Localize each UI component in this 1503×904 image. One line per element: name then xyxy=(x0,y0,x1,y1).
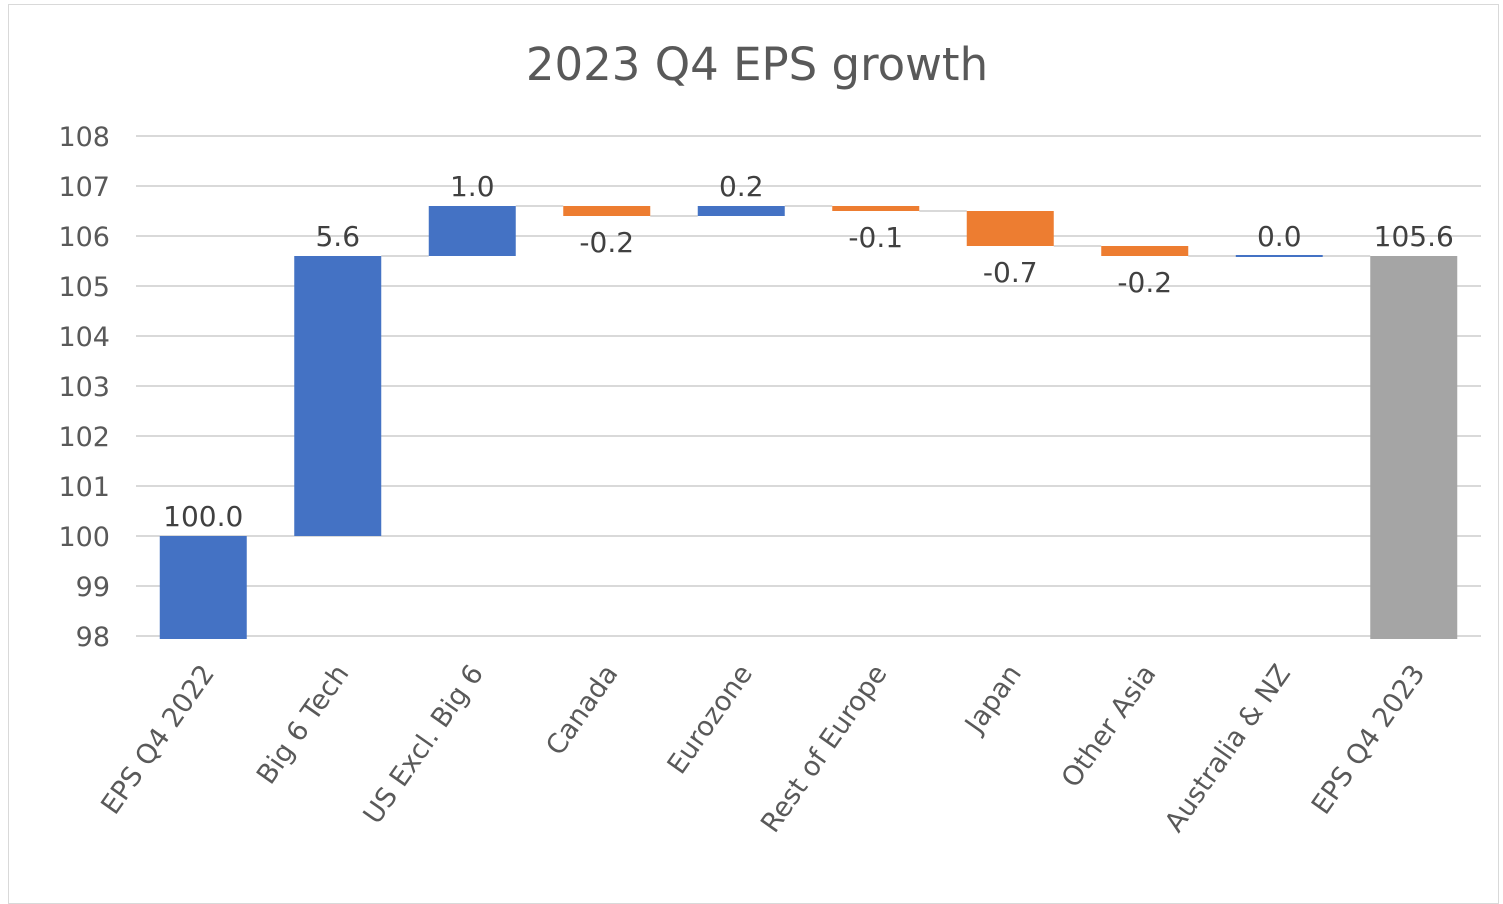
x-axis-categories: EPS Q4 2022 Big 6 Tech US Excl. Big 6 Canad… xyxy=(95,659,1431,838)
x-category-label: EPS Q4 2023 xyxy=(1306,659,1432,820)
waterfall-chart: 2023 Q4 EPS growth 98 99 100 101 102 103 104 10… xyxy=(58,38,1481,838)
chart-title: 2023 Q4 EPS growth xyxy=(526,38,988,91)
y-axis-ticks: 98 99 100 101 102 103 104 105 106 107 108 xyxy=(58,122,110,653)
connector-lines xyxy=(246,205,1371,537)
data-label: 0.2 xyxy=(719,170,764,203)
bar xyxy=(159,536,247,639)
data-label: 0.0 xyxy=(1257,220,1302,253)
y-tick-label: 104 xyxy=(58,322,110,353)
data-label: -0.7 xyxy=(983,256,1038,289)
data-label: -0.2 xyxy=(1117,266,1172,299)
x-category-label: Other Asia xyxy=(1056,659,1163,793)
bar xyxy=(1235,255,1323,257)
y-tick-label: 100 xyxy=(58,522,110,553)
x-category-label: US Excl. Big 6 xyxy=(358,659,490,830)
data-labels: 100.0 5.6 1.0 -0.2 0.2 -0.1 -0.7 -0.2 0.0 105.6 xyxy=(163,170,1454,533)
x-category-label: Eurozone xyxy=(662,659,759,780)
data-label: -0.1 xyxy=(848,221,903,254)
bar xyxy=(832,206,920,211)
x-category-label: Japan xyxy=(958,659,1028,740)
bar xyxy=(563,206,651,216)
data-label: 1.0 xyxy=(450,170,495,203)
y-tick-label: 102 xyxy=(58,422,110,453)
chart-frame: 2023 Q4 EPS growth 98 99 100 101 102 103 104 10… xyxy=(8,4,1499,904)
data-label: 105.6 xyxy=(1374,220,1454,253)
x-category-label: EPS Q4 2022 xyxy=(95,659,221,820)
y-tick-label: 105 xyxy=(58,272,110,303)
x-category-label: Australia & NZ xyxy=(1159,659,1297,838)
x-category-label: Canada xyxy=(540,659,624,761)
y-tick-label: 103 xyxy=(58,372,110,403)
y-tick-label: 106 xyxy=(58,222,110,253)
bar xyxy=(428,206,516,256)
bars xyxy=(159,206,1458,639)
data-label: -0.2 xyxy=(579,226,634,259)
bar xyxy=(966,211,1054,246)
x-category-label: Rest of Europe xyxy=(755,659,893,838)
bar xyxy=(1370,256,1458,639)
data-label: 100.0 xyxy=(163,500,243,533)
data-label: 5.6 xyxy=(315,220,360,253)
bar xyxy=(1101,246,1189,256)
x-category-label: Big 6 Tech xyxy=(251,659,356,790)
y-tick-label: 99 xyxy=(76,572,110,603)
y-tick-label: 101 xyxy=(58,472,110,503)
bar xyxy=(294,256,382,536)
y-tick-label: 98 xyxy=(76,622,110,653)
bar xyxy=(697,206,785,216)
y-tick-label: 107 xyxy=(58,172,110,203)
y-tick-label: 108 xyxy=(58,122,110,153)
